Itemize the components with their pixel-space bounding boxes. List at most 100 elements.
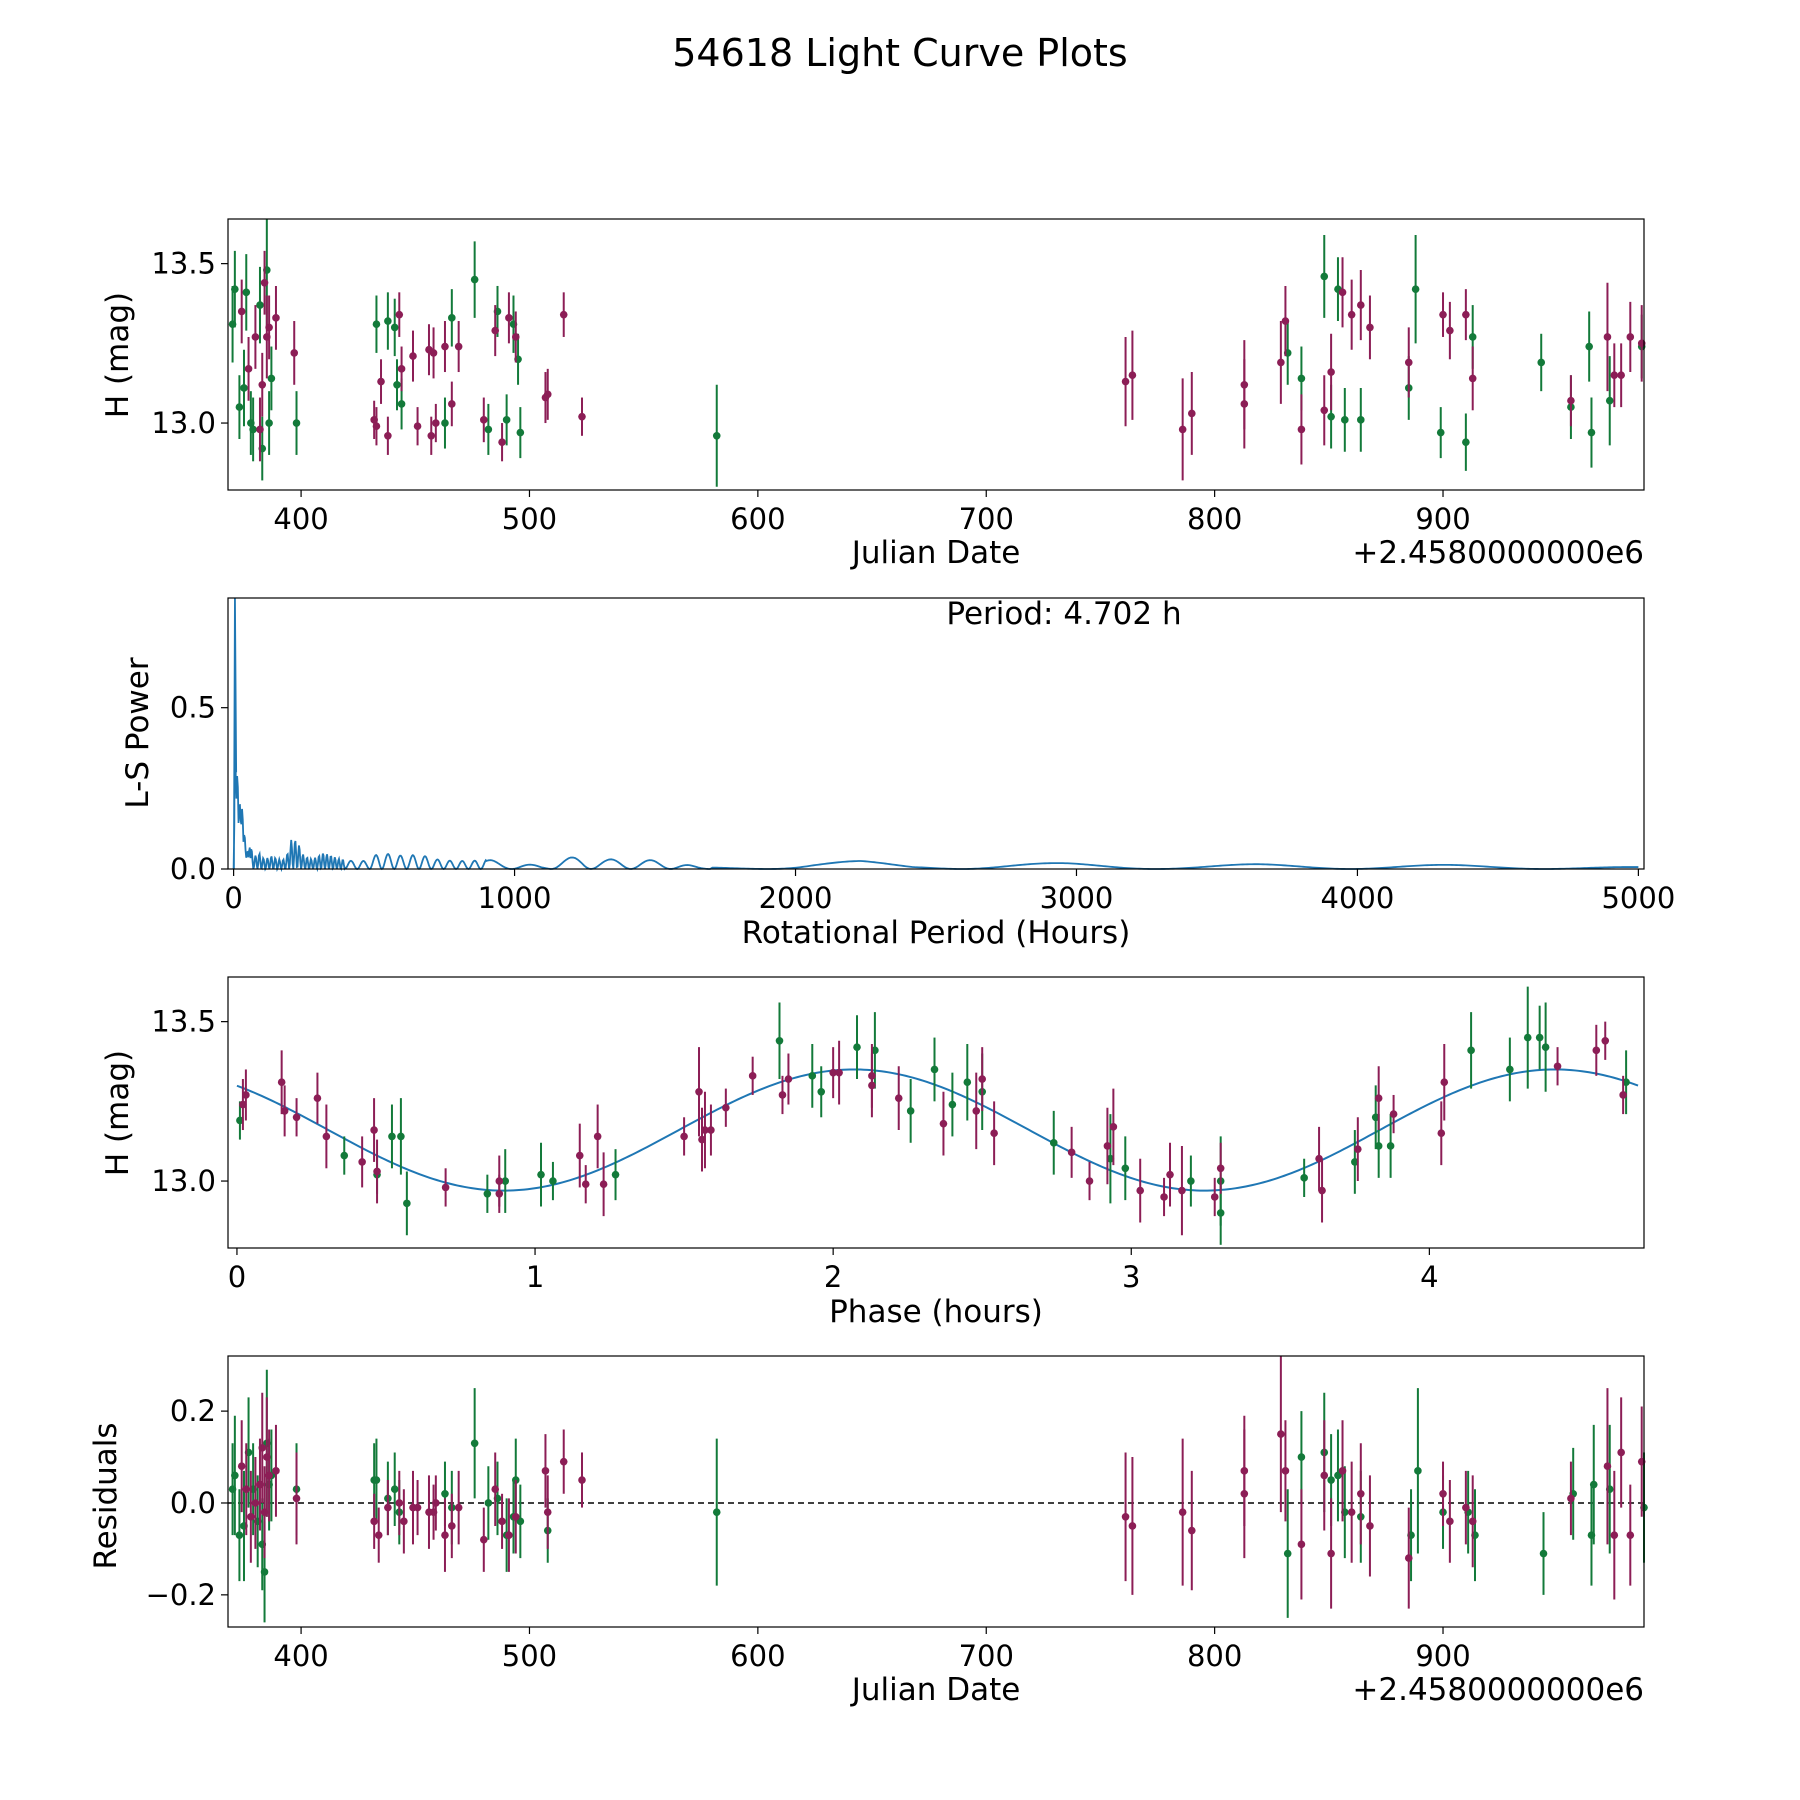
- green-data-point: [1467, 1046, 1475, 1055]
- green-data-point: [1216, 1209, 1225, 1217]
- periodogram-line: [232, 597, 1639, 873]
- green-data-point: [502, 416, 511, 424]
- magenta-data-point: [377, 377, 385, 386]
- magenta-data-point: [1178, 1186, 1186, 1195]
- residuals-xlabel: Julian Date: [850, 1672, 1021, 1708]
- magenta-data-point: [511, 333, 520, 341]
- magenta-data-point: [698, 1135, 706, 1144]
- magenta-data-point: [1297, 1540, 1306, 1549]
- magenta-data-point: [722, 1103, 730, 1112]
- magenta-data-point: [1240, 1489, 1249, 1498]
- x-tick-label: 500: [502, 502, 557, 536]
- phasefold-axes-frame: [227, 976, 1645, 1249]
- magenta-data-point: [1277, 358, 1285, 367]
- magenta-data-point: [701, 1126, 709, 1134]
- magenta-data-point: [505, 1531, 513, 1539]
- magenta-data-point: [894, 1094, 903, 1102]
- magenta-data-point: [395, 1499, 404, 1507]
- magenta-data-point: [1281, 1467, 1290, 1475]
- magenta-data-point: [1404, 1554, 1413, 1562]
- x-tick-label: 700: [959, 502, 1014, 536]
- magenta-data-point: [491, 326, 500, 335]
- magenta-data-point: [1315, 1154, 1323, 1163]
- x-tick-label: 400: [273, 1639, 328, 1673]
- green-data-point: [516, 428, 525, 437]
- magenta-data-point: [1178, 425, 1187, 434]
- lightcurve-panel: 400 500 600 700 800 900 13.0 13.5 Julian Date +…: [100, 218, 1646, 571]
- green-data-point: [231, 285, 239, 293]
- green-data-point: [1622, 1078, 1630, 1087]
- magenta-data-point: [1354, 1145, 1362, 1153]
- green-data-point: [549, 1177, 557, 1185]
- periodogram-panel: 0 1000 2000 3000 4000 5000 0.0 0.5 Period: 4.70…: [120, 596, 1675, 951]
- magenta-data-point: [972, 1107, 981, 1115]
- green-data-point: [1327, 412, 1335, 421]
- magenta-data-point: [247, 1512, 255, 1521]
- green-data-point: [1300, 1174, 1308, 1182]
- magenta-data-point: [413, 1503, 422, 1512]
- magenta-data-point: [258, 380, 267, 389]
- y-tick-label: 13.0: [151, 1164, 216, 1198]
- magenta-data-point: [543, 390, 552, 399]
- magenta-data-point: [1187, 1526, 1196, 1535]
- magenta-data-point: [1277, 1430, 1285, 1438]
- magenta-data-point: [1439, 1489, 1447, 1498]
- green-data-point: [712, 432, 721, 440]
- magenta-data-point: [242, 1485, 251, 1494]
- green-data-point: [1320, 272, 1329, 281]
- x-tick-label: 4000: [1321, 881, 1395, 915]
- magenta-data-point: [1389, 1110, 1398, 1118]
- green-data-point: [1585, 342, 1593, 351]
- magenta-data-point: [1240, 400, 1249, 408]
- green-data-point: [817, 1087, 826, 1096]
- magenta-data-point: [543, 1508, 552, 1516]
- magenta-data-point: [427, 432, 436, 440]
- green-data-point: [267, 374, 276, 383]
- green-data-point: [265, 419, 273, 427]
- magenta-data-point: [1404, 358, 1413, 367]
- green-data-point: [1436, 428, 1445, 437]
- magenta-data-point: [505, 314, 513, 322]
- magenta-data-point: [1327, 1549, 1335, 1558]
- x-tick-label: 2000: [759, 881, 833, 915]
- x-tick-label: 5000: [1601, 881, 1675, 915]
- green-data-point: [249, 425, 257, 434]
- magenta-data-point: [829, 1068, 837, 1077]
- magenta-data-point: [395, 310, 404, 319]
- magenta-data-point: [1210, 1193, 1219, 1201]
- magenta-data-point: [1121, 377, 1130, 386]
- magenta-data-point: [1160, 1193, 1168, 1201]
- green-data-point: [1605, 396, 1614, 405]
- magenta-data-point: [1347, 310, 1356, 319]
- green-data-point: [470, 1439, 479, 1448]
- magenta-data-point: [441, 1183, 450, 1192]
- x-tick-label: 4: [1420, 1260, 1438, 1294]
- x-tick-label: 500: [502, 1639, 557, 1673]
- magenta-data-point: [441, 342, 449, 351]
- green-data-point: [484, 425, 493, 434]
- figure-title: 54618 Light Curve Plots: [672, 31, 1127, 75]
- periodogram-marks: [232, 597, 1639, 873]
- magenta-data-point: [1366, 1522, 1374, 1530]
- green-data-point: [397, 400, 406, 408]
- green-data-point: [853, 1043, 861, 1051]
- magenta-data-point: [251, 1499, 260, 1507]
- phasefold-marks: [236, 986, 1639, 1245]
- magenta-data-point: [1128, 371, 1137, 380]
- x-tick-label: 800: [1187, 502, 1242, 536]
- magenta-data-point: [370, 1517, 378, 1526]
- green-data-point: [1283, 1549, 1292, 1558]
- magenta-data-point: [1216, 1164, 1225, 1173]
- magenta-data-point: [1320, 1471, 1329, 1480]
- green-data-point: [511, 1476, 520, 1484]
- phasefold-ylabel: H (mag): [100, 1050, 136, 1176]
- magenta-data-point: [237, 1462, 246, 1471]
- green-data-point: [1506, 1065, 1514, 1074]
- green-data-point: [1374, 1142, 1383, 1150]
- magenta-data-point: [1617, 1448, 1625, 1457]
- magenta-data-point: [748, 1072, 757, 1080]
- magenta-data-point: [784, 1075, 793, 1083]
- periodogram-ylabel: L-S Power: [120, 657, 156, 808]
- green-data-point: [501, 1177, 510, 1185]
- magenta-data-point: [1166, 1170, 1174, 1179]
